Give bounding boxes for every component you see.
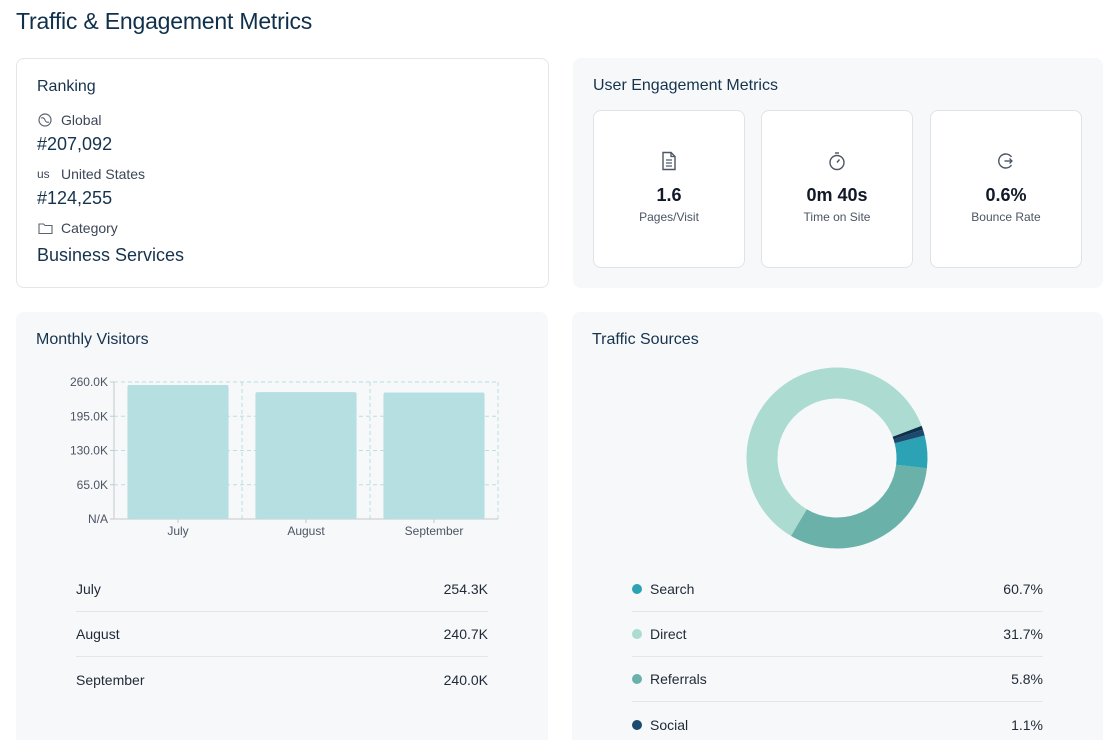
metric-label: Time on Site [803,210,871,224]
country-code: us [37,167,50,181]
donut-slice-direct [746,367,922,536]
source-value: 60.7% [1003,581,1043,597]
source-label: Referrals [650,671,707,687]
list-item: Search 60.7% [632,567,1043,612]
source-label: Search [650,581,695,597]
metric-value: 0m 40s [806,185,868,205]
monthly-visitors-bar-chart: N/A 65.0K 130.0K 195.0K 260.0K July August Sept… [70,375,499,538]
source-value: 1.1% [1011,716,1043,733]
y-tick-label: 65.0K [77,478,108,492]
traffic-sources-title: Traffic Sources [592,331,699,348]
monthly-visitors-title: Monthly Visitors [36,331,149,348]
country-rank-label-row: us United States [37,166,145,182]
y-tick-label: 260.0K [70,375,108,389]
month-value: 240.7K [443,626,488,642]
y-tick-label: 195.0K [70,409,108,423]
bar-september [383,392,485,519]
bar-august [255,392,357,519]
x-tick-label: August [287,524,325,538]
source-value: 5.8% [1011,671,1043,687]
source-label: Social [650,716,689,733]
metric-value: 0.6% [985,185,1027,205]
list-item: Social 1.1% [632,702,1043,740]
global-label: Global [61,112,102,128]
legend-dot [632,719,642,730]
country-label: United States [61,166,146,182]
globe-icon [37,112,53,128]
metric-time-on-site: 0m 40s Time on Site [761,110,913,268]
legend-dot [632,674,642,684]
month-value: 254.3K [443,581,488,597]
traffic-sources-donut-chart [746,367,928,549]
legend-dot [632,584,642,594]
document-icon [594,151,744,171]
donut-slice-social [893,429,925,444]
list-item: September 240.0K [76,657,488,702]
list-item: Referrals 5.8% [632,657,1043,702]
list-item: Direct 31.7% [632,612,1043,657]
list-item: August 240.7K [76,612,488,657]
month-label: July [76,581,101,597]
source-value: 31.7% [1003,626,1043,642]
metric-label: Bounce Rate [971,210,1041,224]
donut-slice-referrals [790,464,927,549]
list-item: July 254.3K [76,567,488,612]
bar-july [127,385,229,519]
page-title: Traffic & Engagement Metrics [16,8,313,34]
category-label-row: Category [37,220,118,236]
monthly-visitors-list: July 254.3K August 240.7K September 240.… [76,567,488,702]
donut-slice-other [892,425,923,440]
x-tick-label: September [405,524,464,538]
engagement-title: User Engagement Metrics [593,77,778,94]
metric-pages-visit: 1.6 Pages/Visit [593,110,745,268]
monthly-visitors-card: Monthly Visitors N/A 65.0K 130.0K 195.0K 260… [16,312,548,740]
engagement-card: User Engagement Metrics 1.6 Pages/Visit … [573,58,1103,288]
country-rank-value: #124,255 [37,188,113,208]
traffic-sources-card: Traffic Sources Search 60.7% Direct 31.7… [572,312,1103,740]
category-value: Business Services [37,245,185,265]
month-label: August [76,626,120,642]
month-value: 240.0K [443,671,488,688]
ranking-title: Ranking [37,78,96,95]
source-label: Direct [650,626,687,642]
category-label: Category [61,220,118,236]
metric-bounce-rate: 0.6% Bounce Rate [930,110,1082,268]
folder-icon [37,220,53,236]
traffic-sources-list: Search 60.7% Direct 31.7% Referrals 5.8%… [632,567,1043,740]
metric-value: 1.6 [656,185,682,205]
metric-label: Pages/Visit [639,210,699,224]
bounce-icon [931,151,1081,171]
month-label: September [76,671,145,688]
legend-dot [632,629,642,639]
x-tick-label: July [167,524,188,538]
global-rank-label-row: Global [37,112,101,128]
y-tick-label: 130.0K [70,444,108,458]
y-tick-label: N/A [88,512,108,526]
global-rank-value: #207,092 [37,134,113,154]
ranking-card: Ranking Global #207,092 us United States… [16,58,549,288]
donut-slice-search [894,435,928,469]
stopwatch-icon [762,151,912,171]
